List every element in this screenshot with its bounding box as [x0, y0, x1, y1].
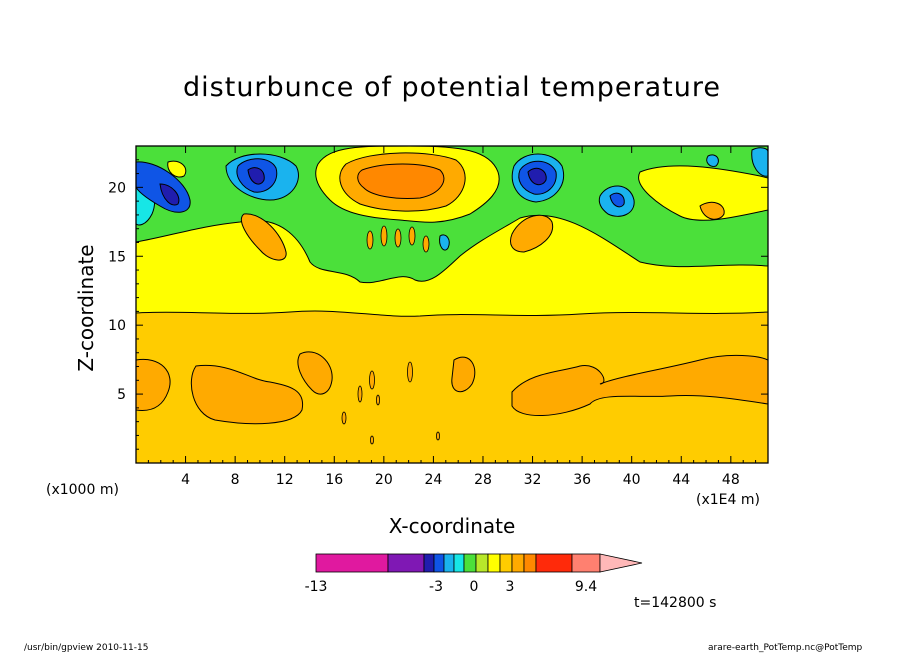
- x-tick-label: 20: [375, 472, 393, 488]
- colorbar-segment: [433, 553, 445, 573]
- field-vortex-navy: [247, 167, 265, 185]
- field-vortex-blue: [609, 192, 625, 208]
- field-blob-orange: [297, 351, 333, 395]
- field-plot: [136, 146, 768, 463]
- colorbar-segment: [453, 553, 465, 573]
- y-tick-label: 5: [117, 387, 126, 403]
- field-blob-orange: [136, 358, 171, 411]
- footer-left: /usr/bin/gpview 2010-11-15: [24, 643, 149, 653]
- x-tick-label: 16: [325, 472, 343, 488]
- colorbar-label: 0: [470, 579, 479, 595]
- colorbar-segment: [511, 553, 525, 573]
- field-blob-orange: [240, 213, 287, 261]
- field-blob-orange: [699, 201, 725, 220]
- field-vortex-navy: [527, 167, 547, 186]
- y-tick-label: 15: [108, 249, 126, 265]
- colorbar-segment: [463, 553, 477, 573]
- footer-right: arare-earth_PotTemp.nc@PotTemp: [708, 643, 863, 653]
- field-blob-orange: [511, 354, 768, 416]
- field-blob-orange: [510, 214, 554, 253]
- colorbar-segment: [315, 553, 389, 573]
- colorbar-segment: [523, 553, 537, 573]
- field-blob-orange: [451, 356, 476, 393]
- colorbar-segment: [475, 553, 489, 573]
- colorbar-label: 9.4: [575, 579, 597, 595]
- field-vortex-cyan: [751, 147, 768, 177]
- x-tick-label: 4: [181, 472, 190, 488]
- x-tick-label: 44: [672, 472, 690, 488]
- y-tick-label: 20: [108, 180, 126, 196]
- x-tick-label: 48: [722, 472, 740, 488]
- colorbar-arrow: [599, 553, 643, 573]
- time-annotation: t=142800 s: [634, 595, 717, 611]
- colorbar: -13 -3 0 3 9.4: [305, 553, 643, 595]
- plot-frame: [135, 145, 769, 464]
- field-plume-orange-dark: [357, 163, 445, 199]
- x-axis-label: X-coordinate: [388, 514, 516, 538]
- x-tick-label: 36: [573, 472, 591, 488]
- field-vortex-cyan: [706, 154, 719, 167]
- x-tick-label: 40: [623, 472, 641, 488]
- colorbar-label: -13: [305, 579, 328, 595]
- x-unit-left-label: (x1000 m): [46, 482, 119, 498]
- colorbar-segment: [443, 553, 455, 573]
- field-streaks: [341, 225, 440, 445]
- colorbar-segment: [487, 553, 501, 573]
- colorbar-segment: [423, 553, 435, 573]
- colorbar-segment: [499, 553, 513, 573]
- chart-title: disturbunce of potential temperature: [183, 72, 721, 103]
- y-tick-label: 10: [108, 318, 126, 334]
- field-vortex-cyan: [439, 234, 450, 251]
- field-vortex-navy: [159, 183, 180, 206]
- field-blob-orange: [190, 364, 304, 425]
- field-blob-yellow: [638, 165, 768, 221]
- colorbar-label: 3: [506, 579, 515, 595]
- x-tick-label: 32: [524, 472, 542, 488]
- x-unit-right-label: (x1E4 m): [696, 492, 760, 508]
- x-tick-label: 12: [276, 472, 294, 488]
- colorbar-segment: [387, 553, 425, 573]
- x-tick-label: 28: [474, 472, 492, 488]
- x-tick-label: 24: [424, 472, 442, 488]
- colorbar-segment: [571, 553, 601, 573]
- colorbar-label: -3: [429, 579, 443, 595]
- colorbar-segment: [535, 553, 573, 573]
- x-tick-label: 8: [231, 472, 240, 488]
- field-blob-yellow: [167, 160, 187, 178]
